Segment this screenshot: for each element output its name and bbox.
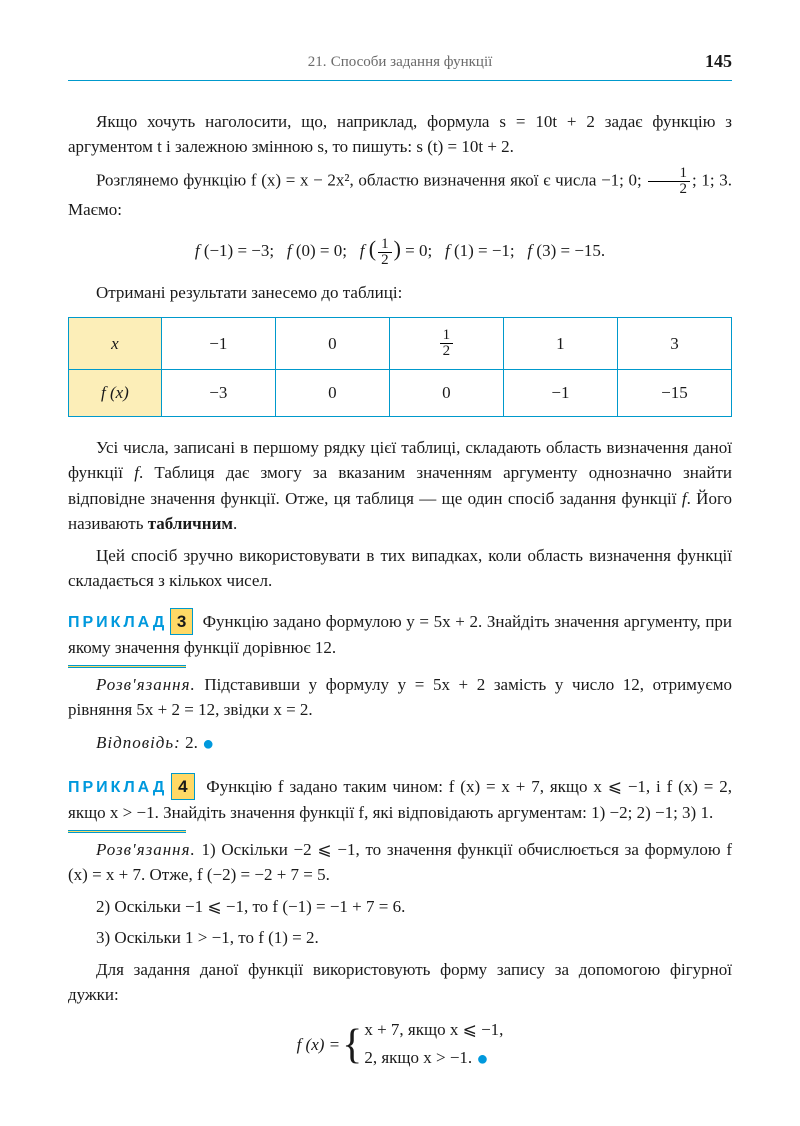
table-cell: −3 [161,370,275,417]
example-4-body: Функцію f задано таким чином: f (x) = x … [68,777,732,823]
section-title: Способи задання функції [331,51,493,74]
solution-label: Розв'язання. [96,675,196,694]
example-3: ПРИКЛАД 3 Функцію задано формулою y = 5x… [68,608,732,759]
table-cell: 3 [617,318,731,370]
example-4-sol-2: 2) Оскільки −1 ⩽ −1, то f (−1) = −1 + 7 … [68,894,732,920]
example-3-answer: Відповідь: 2. ● [68,729,732,759]
example-label: ПРИКЛАД [68,779,167,796]
table-cell: 0 [275,370,389,417]
paragraph-1: Якщо хочуть наголосити, що, наприклад, ф… [68,109,732,160]
table-header-fx: f (x) [69,370,162,417]
table-cell: 0 [275,318,389,370]
function-values-table: x −1 0 12 1 3 f (x) −3 0 0 −1 −15 [68,317,732,417]
example-4-sol-1: Розв'язання. 1) Оскільки −2 ⩽ −1, то зна… [68,837,732,888]
table-cell: 0 [389,370,503,417]
p2-text-a: Розглянемо функцію f (x) = x − 2x², обла… [96,170,646,189]
page-number: 145 [705,48,732,75]
answer-label: Відповідь: [96,733,181,752]
example-underline [68,665,186,668]
table-cell: 1 [503,318,617,370]
paragraph-5: Цей спосіб зручно використовувати в тих … [68,543,732,594]
paragraph-2: Розглянемо функцію f (x) = x − 2x², обла… [68,166,732,223]
piecewise-line-2: 2, якщо x > −1. ● [364,1043,503,1075]
formula-evaluations: f (−1) = −3; f (0) = 0; f (12) = 0; f (1… [68,232,732,268]
solution-label: Розв'язання. [96,840,196,859]
brace-icon: { [342,1024,362,1066]
example-4-statement: ПРИКЛАД 4 Функцію f задано таким чином: … [68,773,732,826]
piecewise-prefix: f (x) = [297,1032,341,1058]
example-label: ПРИКЛАД [68,614,167,631]
table-cell: −15 [617,370,731,417]
example-number: 4 [171,773,194,801]
end-dot-icon: ● [476,1048,488,1070]
table-header-x: x [69,318,162,370]
table-cell: −1 [161,318,275,370]
example-4: ПРИКЛАД 4 Функцію f задано таким чином: … [68,773,732,1075]
table-row: x −1 0 12 1 3 [69,318,732,370]
piecewise-line-1: x + 7, якщо x ⩽ −1, [364,1016,503,1043]
example-3-statement: ПРИКЛАД 3 Функцію задано формулою y = 5x… [68,608,732,661]
example-3-body: Функцію задано формулою y = 5x + 2. Знай… [68,612,732,658]
section-number: 21. [308,51,327,74]
example-underline [68,830,186,833]
example-4-sol-4: Для задання даної функції використовують… [68,957,732,1008]
fraction-half: 12 [648,166,690,197]
example-4-sol-3: 3) Оскільки 1 > −1, то f (1) = 2. [68,925,732,951]
paragraph-3: Отримані результати занесемо до таблиці: [68,280,732,306]
table-cell: −1 [503,370,617,417]
table-cell: 12 [389,318,503,370]
answer-text: 2. [181,733,202,752]
piecewise-function: f (x) = { x + 7, якщо x ⩽ −1, 2, якщо x … [68,1016,732,1075]
example-number: 3 [170,608,193,636]
table-row: f (x) −3 0 0 −1 −15 [69,370,732,417]
paragraph-4: Усі числа, записані в першому рядку цієї… [68,435,732,537]
end-dot-icon: ● [202,733,214,755]
page-header: 21. Способи задання функції 145 [68,48,732,81]
example-3-solution: Розв'язання. Підставивши у формулу y = 5… [68,672,732,723]
